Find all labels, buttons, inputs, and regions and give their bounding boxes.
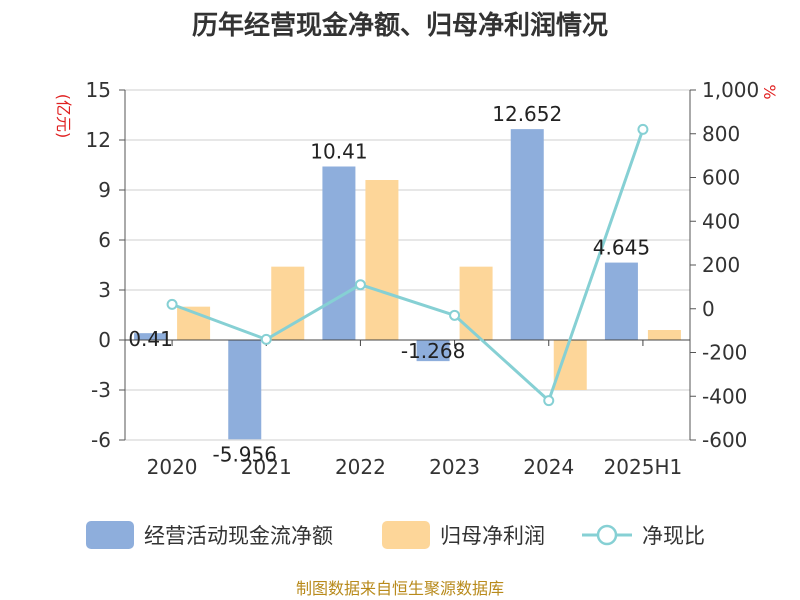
cashflow-bar [510, 129, 544, 340]
category-label: 2021 [241, 455, 292, 479]
category-label: 2023 [429, 455, 480, 479]
ratio-point [543, 395, 555, 407]
left-axis-tick-label: 3 [98, 278, 111, 302]
cashflow-bar [416, 340, 450, 362]
left-axis-tick-label: 6 [98, 228, 111, 252]
left-axis-unit: (亿元) [54, 94, 73, 139]
profit-bar [459, 266, 493, 340]
left-axis-tick-label: -3 [91, 378, 111, 402]
right-axis-tick-label: -600 [702, 428, 747, 452]
left-axis-tick-label: 9 [98, 178, 111, 202]
category-label: 2025H1 [604, 455, 683, 479]
right-axis-tick-label: 800 [702, 122, 740, 146]
ratio-point [637, 123, 649, 135]
legend: 经营活动现金流净额 归母净利润 净现比 [86, 521, 705, 549]
cashflow-data-label: -1.268 [401, 339, 465, 363]
right-axis-tick-label: 600 [702, 166, 740, 190]
profit-bar [365, 180, 399, 340]
profit-bar [553, 340, 587, 390]
left-axis-tick-label: -6 [91, 428, 111, 452]
cashflow-data-label: 4.645 [593, 236, 650, 260]
cashflow-bar [134, 333, 168, 340]
right-axis-unit: % [760, 84, 779, 99]
chart-title: 历年经营现金净额、归母净利润情况 [192, 10, 608, 41]
legend-label-cashflow: 经营活动现金流净额 [144, 524, 333, 548]
cashflow-data-label: -5.956 [213, 442, 277, 466]
cashflow-bar [604, 262, 638, 340]
left-axis-tick-label: 0 [98, 328, 111, 352]
legend-swatch-ratio-marker [596, 524, 618, 546]
legend-label-profit: 归母净利润 [440, 524, 545, 548]
ratio-point [354, 279, 366, 291]
ratio-point [260, 333, 272, 345]
axes: -6 -3 0 3 6 9 12 15 -600 -400 -200 0 200 400 600 800 1,0… [86, 78, 760, 479]
data-source-note: 制图数据来自恒生聚源数据库 [296, 579, 504, 598]
left-axis-tick-label: 15 [86, 78, 111, 102]
legend-swatch-cashflow [86, 521, 134, 549]
profit-bar [271, 266, 305, 340]
cashflow-data-label: 12.652 [492, 102, 562, 126]
cashflow-bar [228, 340, 262, 440]
profit-bar [647, 330, 681, 340]
ratio-point [166, 298, 178, 310]
cashflow-data-label: 10.41 [310, 140, 367, 164]
right-axis-tick-label: 200 [702, 253, 740, 277]
right-axis-tick-label: -200 [702, 341, 747, 365]
right-axis-tick-label: -400 [702, 384, 747, 408]
category-label: 2022 [335, 455, 386, 479]
right-axis-tick-label: 0 [702, 297, 715, 321]
bars [134, 129, 681, 440]
ratio-line [166, 123, 649, 407]
right-axis-tick-label: 1,000 [702, 78, 759, 102]
left-axis-tick-label: 12 [86, 128, 111, 152]
category-label: 2024 [523, 455, 574, 479]
ratio-point [449, 309, 461, 321]
right-axis-tick-label: 400 [702, 209, 740, 233]
cashflow-data-label: 0.41 [128, 327, 173, 351]
category-label: 2020 [147, 455, 198, 479]
data-labels: 0.41 -5.956 10.41 -1.268 12.652 4.645 [128, 102, 650, 466]
legend-swatch-profit [382, 521, 430, 549]
cashflow-bar [322, 166, 356, 340]
ratio-line-path [171, 128, 645, 404]
legend-label-ratio: 净现比 [642, 524, 705, 548]
